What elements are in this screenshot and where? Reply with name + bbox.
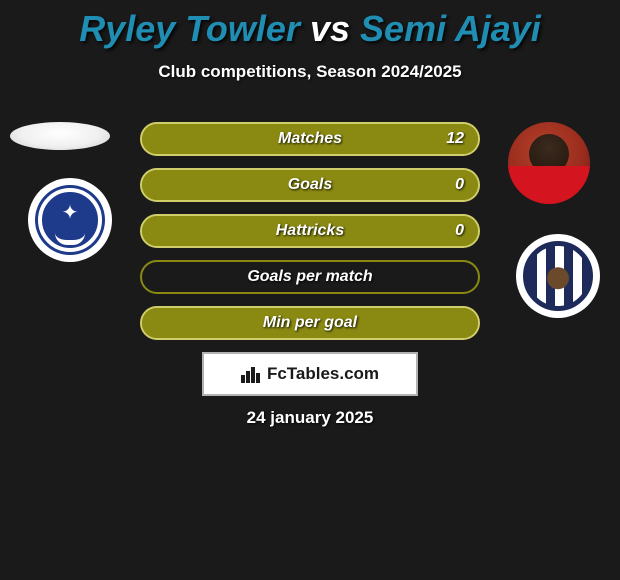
branding-text: FcTables.com <box>267 364 379 384</box>
kit-icon <box>508 166 590 204</box>
branding-box: FcTables.com <box>202 352 418 396</box>
comparison-title: Ryley Towler vs Semi Ajayi <box>0 0 620 50</box>
crescent-icon <box>55 233 85 245</box>
stat-row: Matches 12 <box>140 122 480 156</box>
date-text: 24 january 2025 <box>0 408 620 428</box>
season-subtitle: Club competitions, Season 2024/2025 <box>0 62 620 82</box>
player1-name: Ryley Towler <box>79 8 300 49</box>
stat-label: Goals per match <box>142 262 478 292</box>
player1-placeholder-ellipse <box>10 122 110 150</box>
vs-word: vs <box>310 8 350 49</box>
stat-row: Min per goal <box>140 306 480 340</box>
stat-label: Matches <box>142 124 478 154</box>
portsmouth-crest-icon: ✦ <box>35 185 105 255</box>
stat-label: Hattricks <box>142 216 478 246</box>
stat-label: Goals <box>142 170 478 200</box>
star-icon: ✦ <box>62 200 79 225</box>
stat-value-right: 0 <box>455 216 464 246</box>
bars-icon <box>241 365 261 383</box>
player1-club-crest: ✦ <box>28 178 112 262</box>
stat-row: Goals 0 <box>140 168 480 202</box>
stat-value-right: 12 <box>446 124 464 154</box>
west-brom-crest-icon <box>523 241 593 311</box>
stat-label: Min per goal <box>142 308 478 338</box>
player2-club-crest <box>516 234 600 318</box>
player2-name: Semi Ajayi <box>360 8 541 49</box>
stat-row: Goals per match <box>140 260 480 294</box>
stat-row: Hattricks 0 <box>140 214 480 248</box>
player2-photo <box>508 122 590 204</box>
stat-bars: Matches 12 Goals 0 Hattricks 0 Goals per… <box>140 122 480 352</box>
stat-value-right: 0 <box>455 170 464 200</box>
